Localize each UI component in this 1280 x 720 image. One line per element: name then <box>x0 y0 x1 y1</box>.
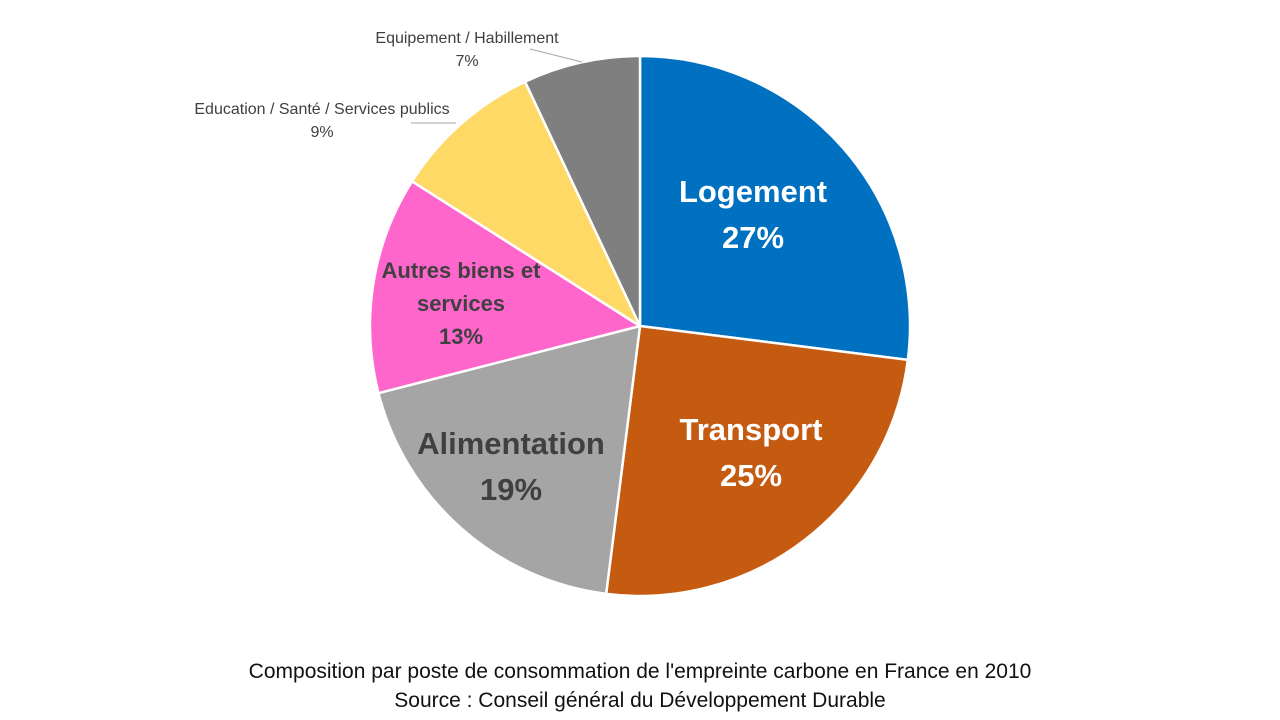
pie-slice-logement <box>638 54 912 362</box>
slice-value-label: 19% <box>480 472 542 507</box>
slice-value-label: 27% <box>722 220 784 255</box>
pie-slices <box>368 54 912 598</box>
chart-source: Source : Conseil général du Développemen… <box>394 689 886 712</box>
slice-category-label: services <box>417 291 505 316</box>
slice-category-label: Autres biens et <box>382 258 542 283</box>
pie-slice-education-sant-services-publics <box>410 80 642 328</box>
slice-category-label: Logement <box>679 174 827 209</box>
slice-category-label: Transport <box>680 412 823 447</box>
chart-caption: Composition par poste de consommation de… <box>248 660 1032 683</box>
pie-slice-alimentation <box>377 324 642 596</box>
slice-value-label: 7% <box>455 53 478 70</box>
slice-category-label: Equipement / Habillement <box>375 30 559 47</box>
pie-labels: Logement 27% Transport 25% Alimentation 19% Au… <box>194 30 827 507</box>
pie-slice-autres-biens-et-services <box>368 180 642 395</box>
slice-category-label: Education / Santé / Services publics <box>194 101 449 118</box>
leader-line <box>529 48 583 63</box>
slice-value-label: 25% <box>720 458 782 493</box>
slice-category-label: Alimentation <box>417 426 605 461</box>
slice-value-label: 9% <box>310 124 333 141</box>
pie-slice-transport <box>604 324 910 598</box>
slice-value-label: 13% <box>439 324 483 349</box>
pie-slice-equipement-habillement <box>523 54 642 328</box>
